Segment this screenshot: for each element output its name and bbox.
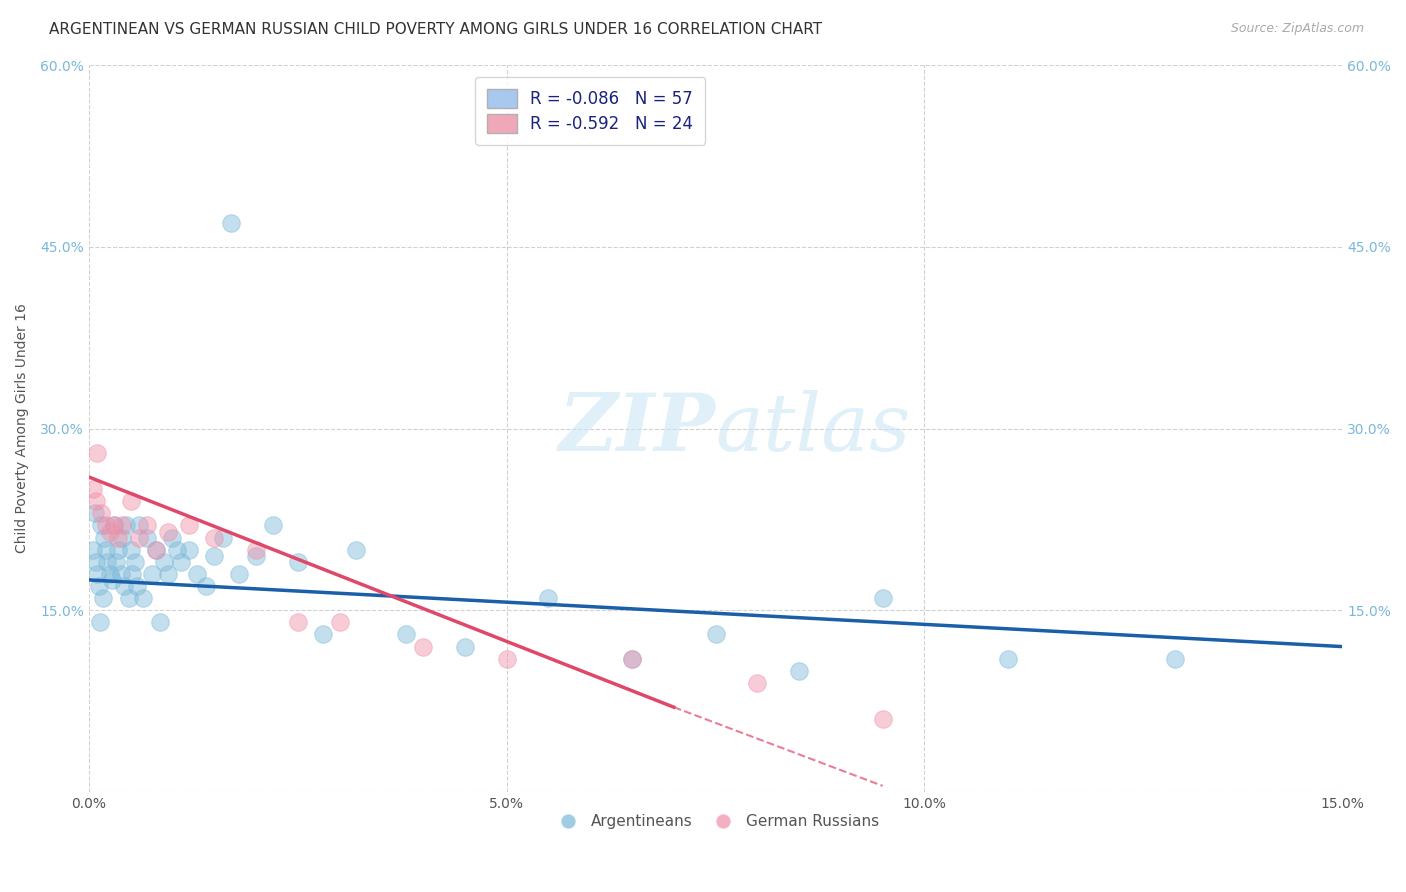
Point <box>98 566 121 581</box>
Point <box>262 518 284 533</box>
Point <box>166 542 188 557</box>
Point <box>328 615 350 630</box>
Point <box>704 627 727 641</box>
Point <box>872 712 894 726</box>
Point <box>120 542 142 557</box>
Point <box>103 518 125 533</box>
Point <box>115 518 138 533</box>
Point <box>110 566 132 581</box>
Point <box>136 531 159 545</box>
Point <box>84 555 107 569</box>
Point <box>179 542 201 557</box>
Point <box>87 579 110 593</box>
Y-axis label: Child Poverty Among Girls Under 16: Child Poverty Among Girls Under 16 <box>15 303 30 553</box>
Point <box>86 566 108 581</box>
Point <box>124 555 146 569</box>
Point <box>312 627 335 641</box>
Point <box>157 524 180 539</box>
Point <box>90 518 112 533</box>
Legend: Argentineans, German Russians: Argentineans, German Russians <box>546 808 884 835</box>
Point <box>162 531 184 545</box>
Point <box>202 549 225 563</box>
Point <box>128 531 150 545</box>
Point <box>179 518 201 533</box>
Point <box>620 651 643 665</box>
Point <box>83 506 105 520</box>
Point <box>82 542 104 557</box>
Point <box>194 579 217 593</box>
Text: Source: ZipAtlas.com: Source: ZipAtlas.com <box>1230 22 1364 36</box>
Point <box>245 549 267 563</box>
Point <box>787 664 810 678</box>
Point <box>111 531 134 545</box>
Point <box>412 640 434 654</box>
Point <box>107 531 129 545</box>
Point <box>395 627 418 641</box>
Point <box>495 651 517 665</box>
Point <box>997 651 1019 665</box>
Point <box>94 542 117 557</box>
Point <box>111 518 134 533</box>
Point <box>287 615 309 630</box>
Point <box>537 591 560 606</box>
Point <box>747 676 769 690</box>
Point <box>1164 651 1187 665</box>
Point <box>141 566 163 581</box>
Point <box>211 531 233 545</box>
Point <box>219 216 242 230</box>
Point <box>112 579 135 593</box>
Point <box>872 591 894 606</box>
Point <box>90 506 112 520</box>
Point <box>145 542 167 557</box>
Point <box>344 542 367 557</box>
Point <box>136 518 159 533</box>
Point <box>104 555 127 569</box>
Point <box>228 566 250 581</box>
Point <box>128 518 150 533</box>
Point <box>245 542 267 557</box>
Point <box>120 494 142 508</box>
Point <box>149 615 172 630</box>
Point <box>186 566 208 581</box>
Point <box>157 566 180 581</box>
Point <box>84 494 107 508</box>
Point <box>103 518 125 533</box>
Point <box>82 482 104 496</box>
Point <box>145 542 167 557</box>
Point <box>86 446 108 460</box>
Point <box>170 555 193 569</box>
Point <box>101 573 124 587</box>
Point <box>121 566 143 581</box>
Point <box>93 531 115 545</box>
Point <box>107 542 129 557</box>
Point <box>89 615 111 630</box>
Point <box>127 579 149 593</box>
Point <box>202 531 225 545</box>
Point <box>96 555 118 569</box>
Text: ZIP: ZIP <box>558 390 716 467</box>
Point <box>454 640 477 654</box>
Point <box>620 651 643 665</box>
Point <box>132 591 155 606</box>
Point <box>94 518 117 533</box>
Text: ARGENTINEAN VS GERMAN RUSSIAN CHILD POVERTY AMONG GIRLS UNDER 16 CORRELATION CHA: ARGENTINEAN VS GERMAN RUSSIAN CHILD POVE… <box>49 22 823 37</box>
Point <box>287 555 309 569</box>
Point <box>91 591 114 606</box>
Point <box>118 591 141 606</box>
Text: atlas: atlas <box>716 390 911 467</box>
Point <box>98 524 121 539</box>
Point <box>153 555 176 569</box>
